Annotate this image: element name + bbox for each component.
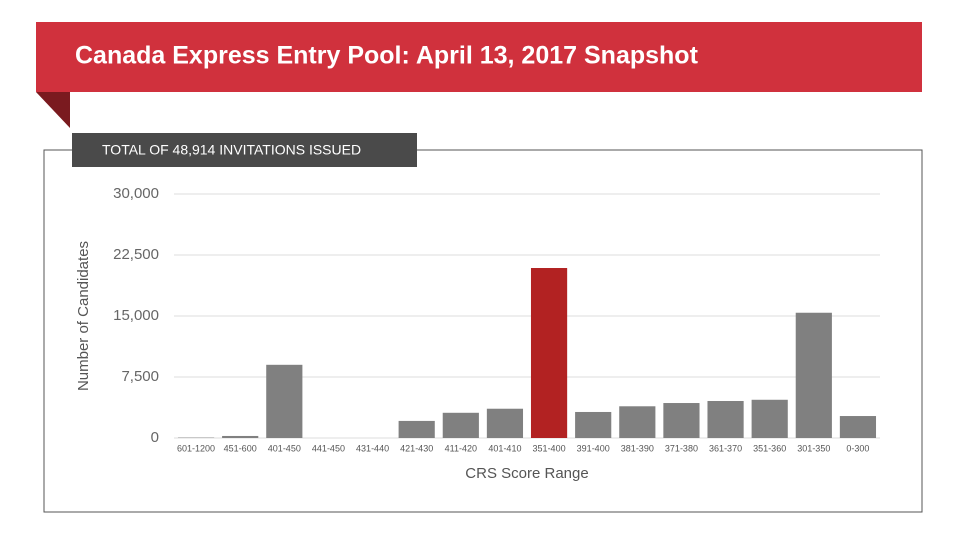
bar (795, 312, 832, 438)
bar (222, 435, 259, 438)
banner-fold (36, 92, 70, 128)
y-axis-title: Number of Candidates (75, 241, 92, 391)
bar (398, 420, 435, 438)
bar (530, 268, 568, 438)
x-tick-label: 391-400 (577, 443, 610, 453)
y-tick-label: 0 (151, 429, 159, 446)
x-tick-label: 411-420 (445, 443, 477, 453)
x-tick-label: 381-390 (621, 443, 654, 453)
subtitle-banner (72, 133, 417, 167)
x-tick-label: 401-450 (268, 443, 301, 453)
y-tick-label: 15,000 (113, 307, 159, 324)
bar (707, 400, 744, 438)
chart-title: Canada Express Entry Pool: April 13, 201… (75, 42, 699, 70)
bar (619, 406, 656, 438)
x-tick-label: 451-600 (224, 443, 257, 453)
bar (663, 403, 700, 438)
bar (839, 416, 877, 438)
x-tick-label: 421-430 (400, 443, 433, 453)
chart-frame (43, 149, 923, 513)
x-tick-label: 441-450 (312, 443, 345, 453)
x-tick-label: 351-400 (533, 443, 566, 453)
x-tick-label: 401-410 (488, 443, 521, 453)
bar (442, 412, 479, 438)
y-tick-label: 22,500 (113, 246, 159, 263)
x-tick-label: 371-380 (665, 443, 698, 453)
bar (751, 399, 788, 438)
y-tick-label: 30,000 (113, 185, 159, 202)
bar (266, 364, 303, 438)
x-tick-label: 431-440 (356, 443, 389, 453)
y-tick-label: 7,500 (121, 368, 159, 385)
x-tick-label: 0-300 (846, 443, 869, 453)
x-tick-label: 351-360 (753, 443, 786, 453)
x-tick-label: 361-370 (709, 443, 742, 453)
x-axis-title: CRS Score Range (465, 465, 588, 482)
title-banner (36, 22, 922, 92)
subtitle: TOTAL OF 48,914 INVITATIONS ISSUED (102, 142, 361, 158)
bar (575, 411, 612, 438)
x-tick-label: 301-350 (797, 443, 830, 453)
x-tick-label: 601-1200 (177, 443, 215, 453)
bar (486, 408, 524, 438)
